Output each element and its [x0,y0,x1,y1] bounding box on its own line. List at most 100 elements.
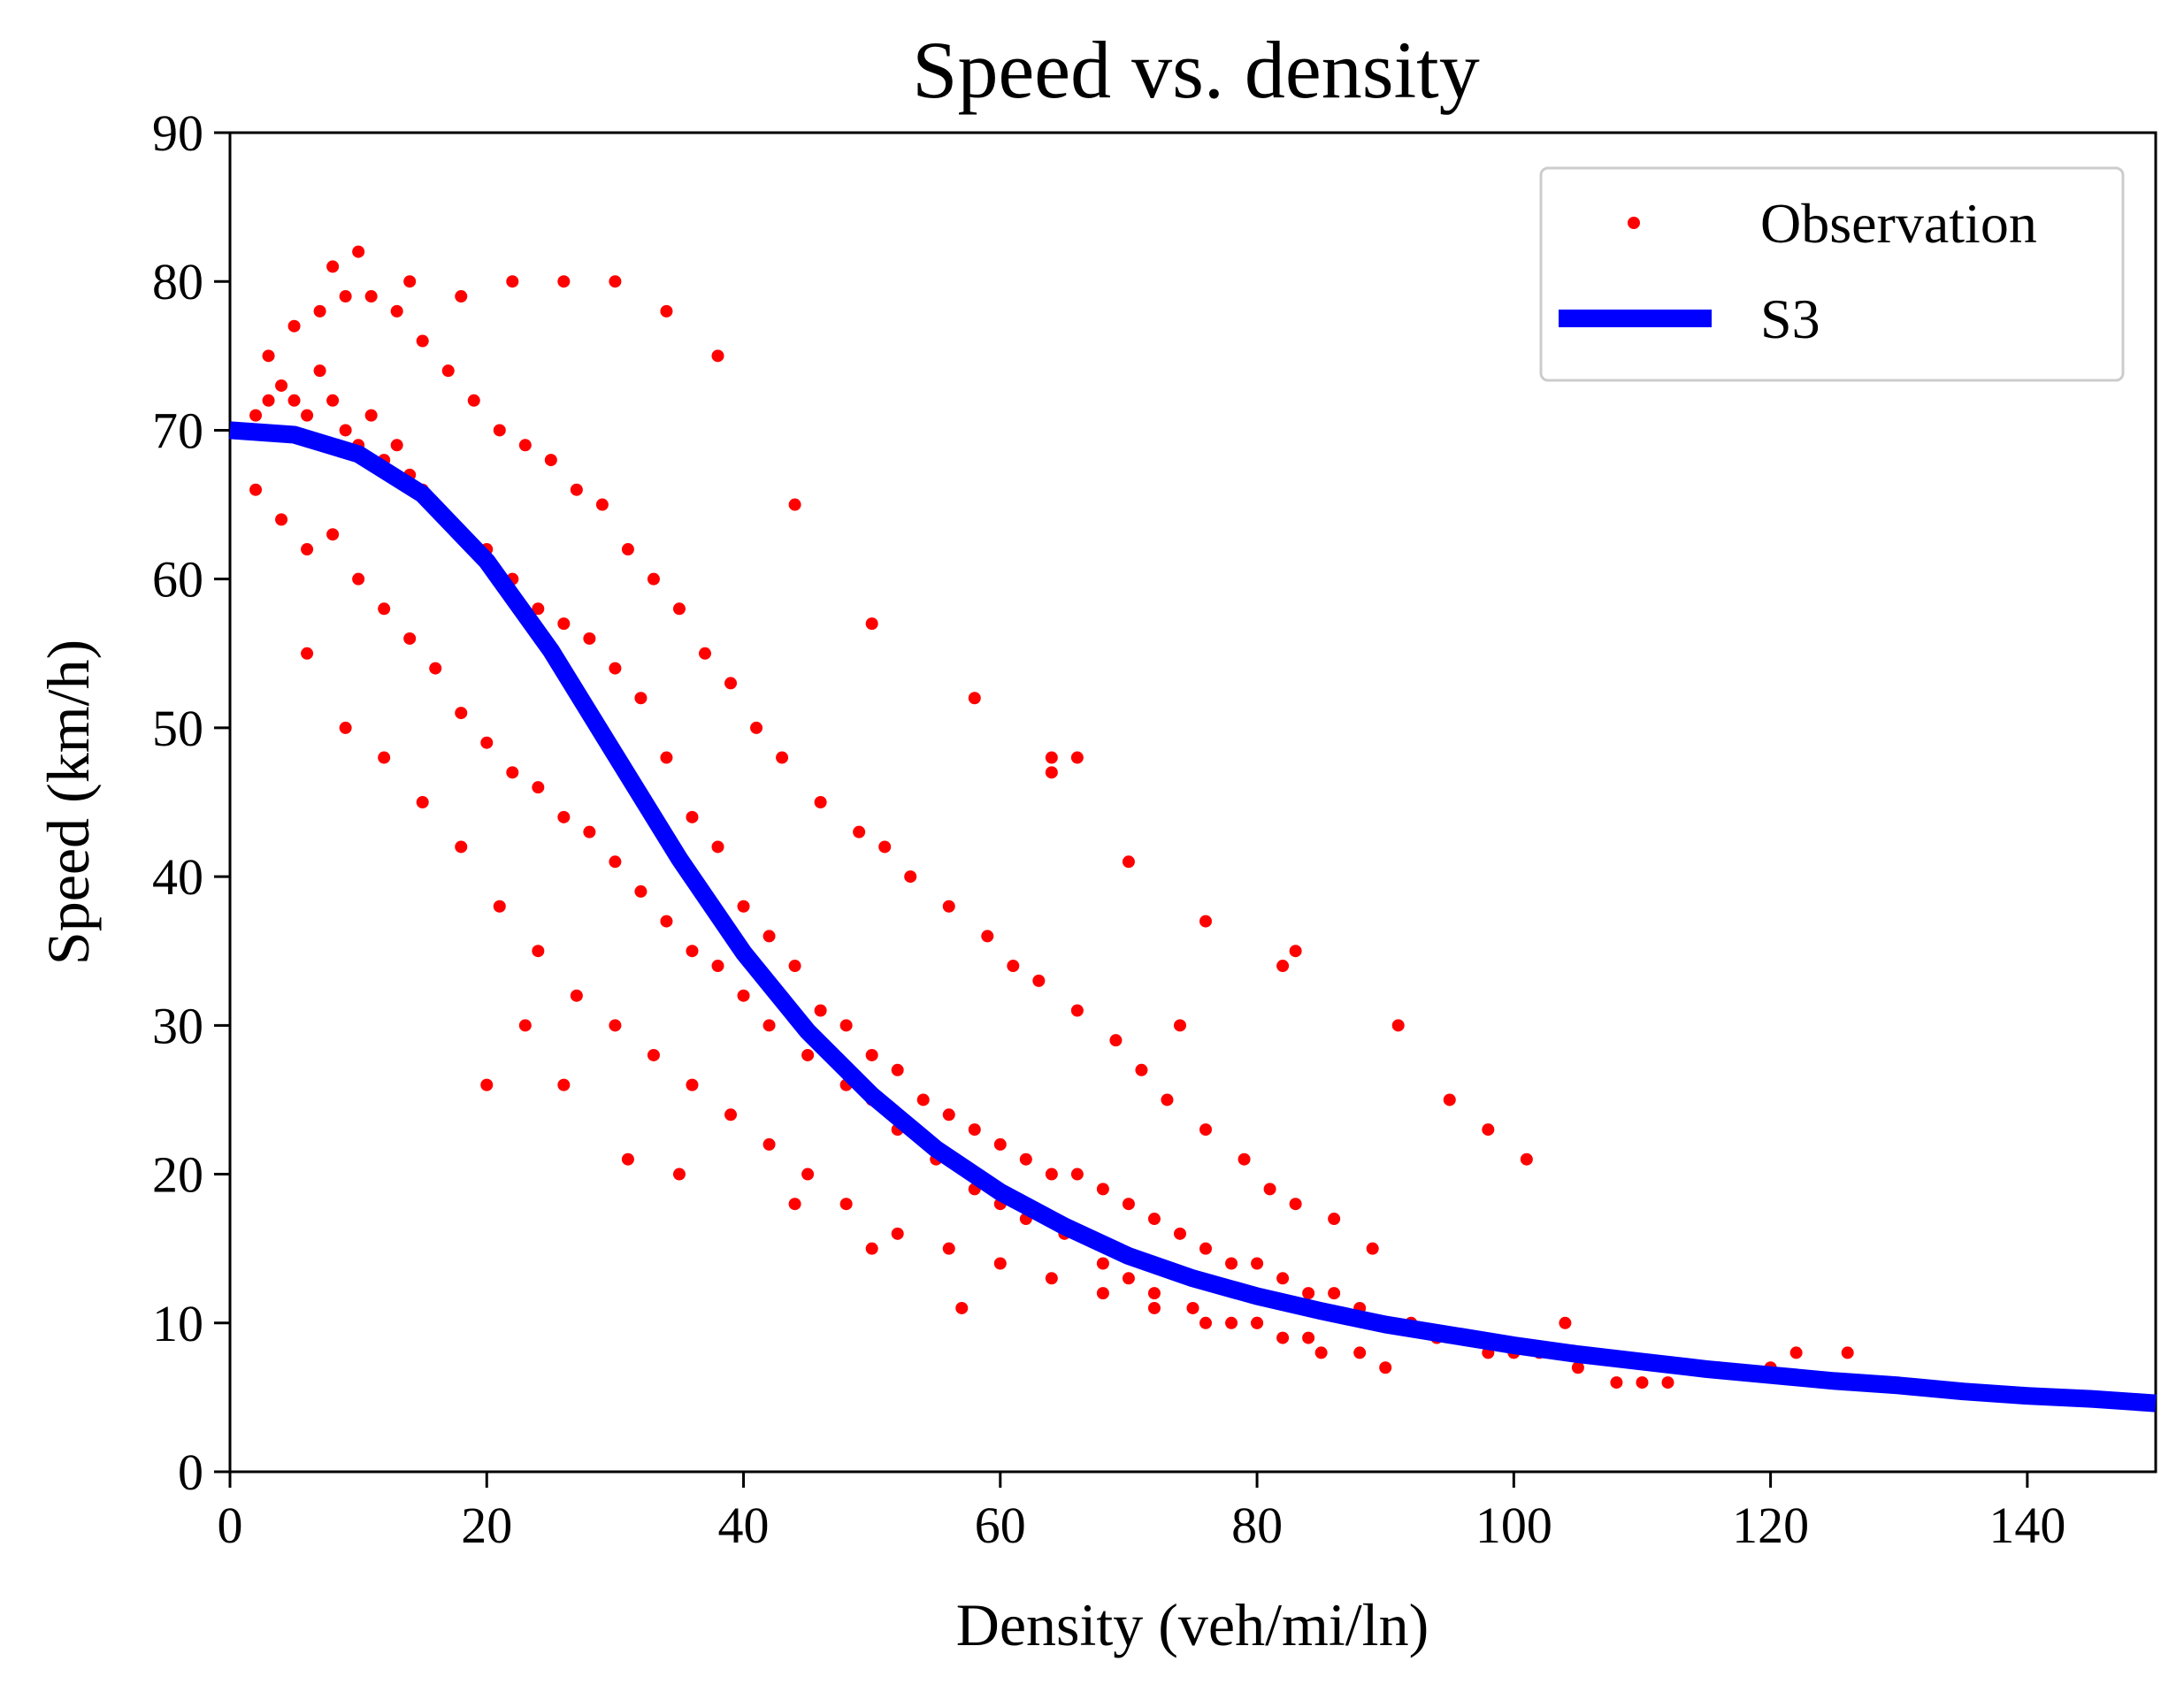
observation-point [532,602,545,616]
observation-point [1276,1272,1290,1285]
observation-point [595,498,609,511]
observation-point [865,1048,878,1061]
observation-point [1007,960,1020,973]
observation-point [390,304,403,318]
observation-point [1019,1152,1032,1166]
observation-point [1096,1183,1109,1196]
observation-point [301,647,314,660]
observation-point [301,543,314,556]
observation-point [788,498,801,511]
observation-point [1328,1213,1341,1226]
observation-point [634,884,648,898]
observation-point [403,275,417,288]
observation-point [737,900,750,913]
observation-point [672,1168,686,1181]
observation-point [480,736,494,749]
observation-point [801,1048,815,1061]
observation-point [1366,1242,1379,1255]
observation-point [776,751,789,764]
observation-point [942,900,955,913]
observation-point [1251,1257,1264,1270]
observation-point [1314,1346,1328,1359]
observation-point [1161,1093,1174,1106]
observation-point [1238,1152,1251,1166]
observation-point [1173,1019,1186,1032]
y-tick-label: 50 [152,700,203,757]
observation-point [352,572,365,586]
x-tick-label: 120 [1732,1497,1809,1554]
observation-point [416,334,429,348]
observation-point [647,572,660,586]
observation-point [313,304,326,318]
observation-point [1841,1346,1854,1359]
observation-point [686,810,699,823]
observation-point [1353,1346,1367,1359]
observation-point [1302,1287,1315,1300]
observation-point [801,1168,815,1181]
observation-point [839,1019,853,1032]
observation-point [1070,751,1084,764]
observation-point [1276,1331,1290,1344]
observation-point [916,1093,930,1106]
x-tick-label: 60 [975,1497,1026,1554]
observation-point [287,394,301,407]
observation-point [1636,1376,1649,1390]
chart-title: Speed vs. density [912,25,1479,115]
observation-point [1443,1093,1456,1106]
y-tick-label: 10 [152,1295,203,1352]
observation-point [724,677,738,690]
observation-point [1225,1316,1238,1329]
observation-point [762,930,776,943]
observation-point [339,290,352,303]
x-tick-label: 80 [1231,1497,1283,1554]
x-tick-label: 20 [461,1497,512,1554]
plot-frame [228,131,2157,1474]
observation-point [839,1198,853,1211]
observation-point [429,662,442,675]
observation-point [455,290,468,303]
x-axis-label: Density (veh/mi/ln) [956,1591,1429,1658]
observation-point [326,528,340,541]
legend: Observation S3 [1539,166,2125,382]
observation-point [1251,1316,1264,1329]
observation-point [634,692,648,705]
observation-point [711,840,724,854]
observation-point [891,1063,904,1076]
observation-point [1122,1272,1135,1285]
observation-point [455,707,468,720]
observation-point [788,960,801,973]
observation-point [493,424,506,437]
observation-point [1122,855,1135,869]
observation-point [313,364,326,378]
observation-points [236,245,1893,1390]
observation-point [1559,1316,1572,1329]
x-tick-label: 140 [1989,1497,2065,1554]
observation-point [993,1257,1007,1270]
legend-observation-label: Observation [1760,192,2037,255]
observation-point [532,781,545,794]
observation-point [1520,1152,1533,1166]
observation-point [1070,1004,1084,1017]
y-tick-label: 80 [152,253,203,310]
observation-point [1199,915,1213,928]
observation-point [557,275,571,288]
x-tick-label: 100 [1475,1497,1552,1554]
observation-point [506,275,519,288]
observation-point [660,751,673,764]
observation-point [287,319,301,333]
y-tick-label: 60 [152,551,203,609]
observation-point [1045,766,1058,779]
observation-point [686,1078,699,1091]
observation-point [326,394,340,407]
observation-point [262,394,275,407]
y-tick-label: 20 [152,1146,203,1204]
observation-point [1379,1361,1392,1374]
observation-point [1070,1168,1084,1181]
observation-point [480,1078,494,1091]
observation-point [493,900,506,913]
observation-point [660,304,673,318]
observation-point [364,409,378,422]
observation-point [1032,974,1046,987]
observation-point [865,1242,878,1255]
observation-point [1109,1034,1123,1047]
